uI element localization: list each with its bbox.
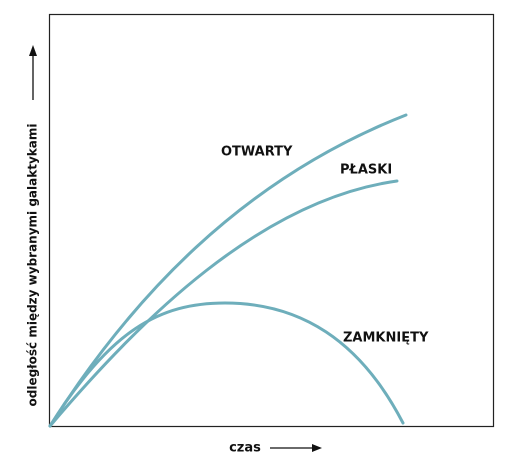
y-arrow-head: [29, 45, 37, 56]
x-axis-label: czas: [229, 441, 261, 456]
y-axis-label: odległość między wybranymi galaktykami: [26, 124, 40, 407]
curve-flat: [48, 179, 399, 428]
curve-label: ZAMKNIĘTY: [343, 331, 429, 346]
x-arrow-head: [312, 444, 322, 452]
curve-label: OTWARTY: [221, 145, 293, 160]
frame: [48, 13, 495, 428]
curve-closed: [48, 301, 405, 428]
curve-label: PŁASKI: [340, 163, 392, 178]
